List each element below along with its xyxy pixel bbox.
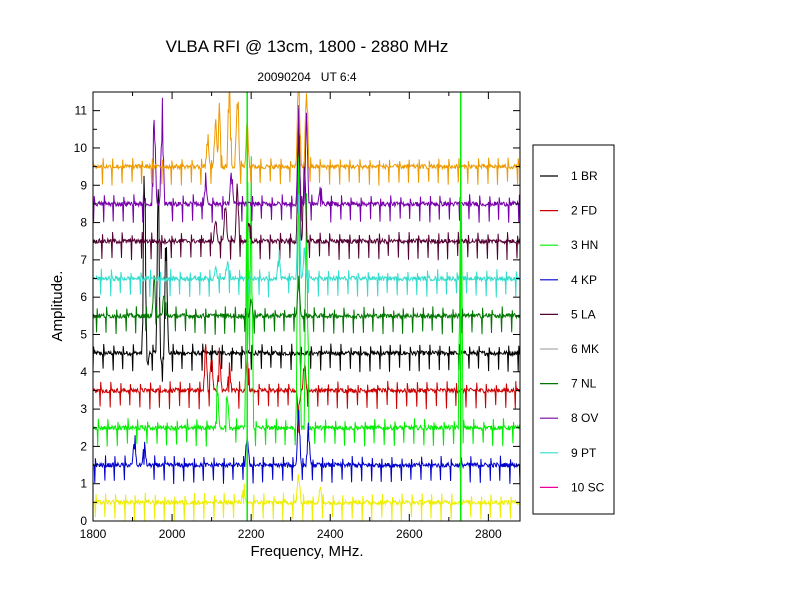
y-tick-label: 7 <box>80 253 87 267</box>
series-traces <box>93 92 520 521</box>
series-line <box>93 97 520 223</box>
y-tick-label: 10 <box>74 141 88 155</box>
legend-label: 1 BR <box>571 169 598 183</box>
series-line <box>93 175 520 382</box>
chart-subtitle: 20090204 UT 6:4 <box>257 70 357 84</box>
series-line <box>93 131 520 447</box>
x-tick-label: 2800 <box>475 527 502 541</box>
legend-label: 6 MK <box>571 342 599 356</box>
y-tick-label: 2 <box>80 439 87 453</box>
legend-label: 9 PT <box>571 446 597 460</box>
x-tick-label: 2600 <box>396 527 423 541</box>
x-tick-label: 2000 <box>159 527 186 541</box>
series-line <box>93 344 520 433</box>
legend: 1 BR 2 FD 3 HN 4 KP 5 LA 6 MK 7 NL 8 OV 9 PT 10 S… <box>540 169 605 494</box>
legend-label: 5 LA <box>571 307 596 321</box>
y-tick-label: 0 <box>80 514 87 528</box>
series-line <box>93 409 520 485</box>
series-line <box>93 275 520 335</box>
series-line <box>93 474 520 521</box>
y-tick-label: 11 <box>75 104 88 118</box>
y-tick-label: 1 <box>80 477 87 491</box>
x-tick-label: 2400 <box>317 527 344 541</box>
y-tick-label: 4 <box>80 365 87 379</box>
legend-label: 7 NL <box>571 377 597 391</box>
x-tick-label: 2200 <box>238 527 265 541</box>
y-tick-label: 3 <box>80 402 87 416</box>
y-axis-label: Amplitude. <box>49 271 66 342</box>
legend-label: 4 KP <box>571 273 597 287</box>
legend-label: 3 HN <box>571 238 598 252</box>
y-tick-label: 6 <box>80 290 87 304</box>
axes: 1800 2000 2200 2400 2600 2800 0 1 2 3 4 5 6 7 8 9 10 11 <box>74 92 520 541</box>
y-tick-label: 9 <box>80 178 87 192</box>
chart-title: VLBA RFI @ 13cm, 1800 - 2880 MHz <box>166 37 449 56</box>
y-tick-label: 5 <box>80 327 87 341</box>
legend-label: 8 OV <box>571 411 598 425</box>
x-tick-label: 1800 <box>80 527 107 541</box>
series-line <box>93 92 520 186</box>
x-axis-label: Frequency, MHz. <box>250 543 363 560</box>
legend-label: 2 FD <box>571 204 597 218</box>
y-tick-label: 8 <box>80 216 87 230</box>
legend-label: 10 SC <box>571 480 605 494</box>
plot-frame <box>92 91 521 522</box>
series-line <box>93 104 520 261</box>
series-line <box>93 194 520 298</box>
